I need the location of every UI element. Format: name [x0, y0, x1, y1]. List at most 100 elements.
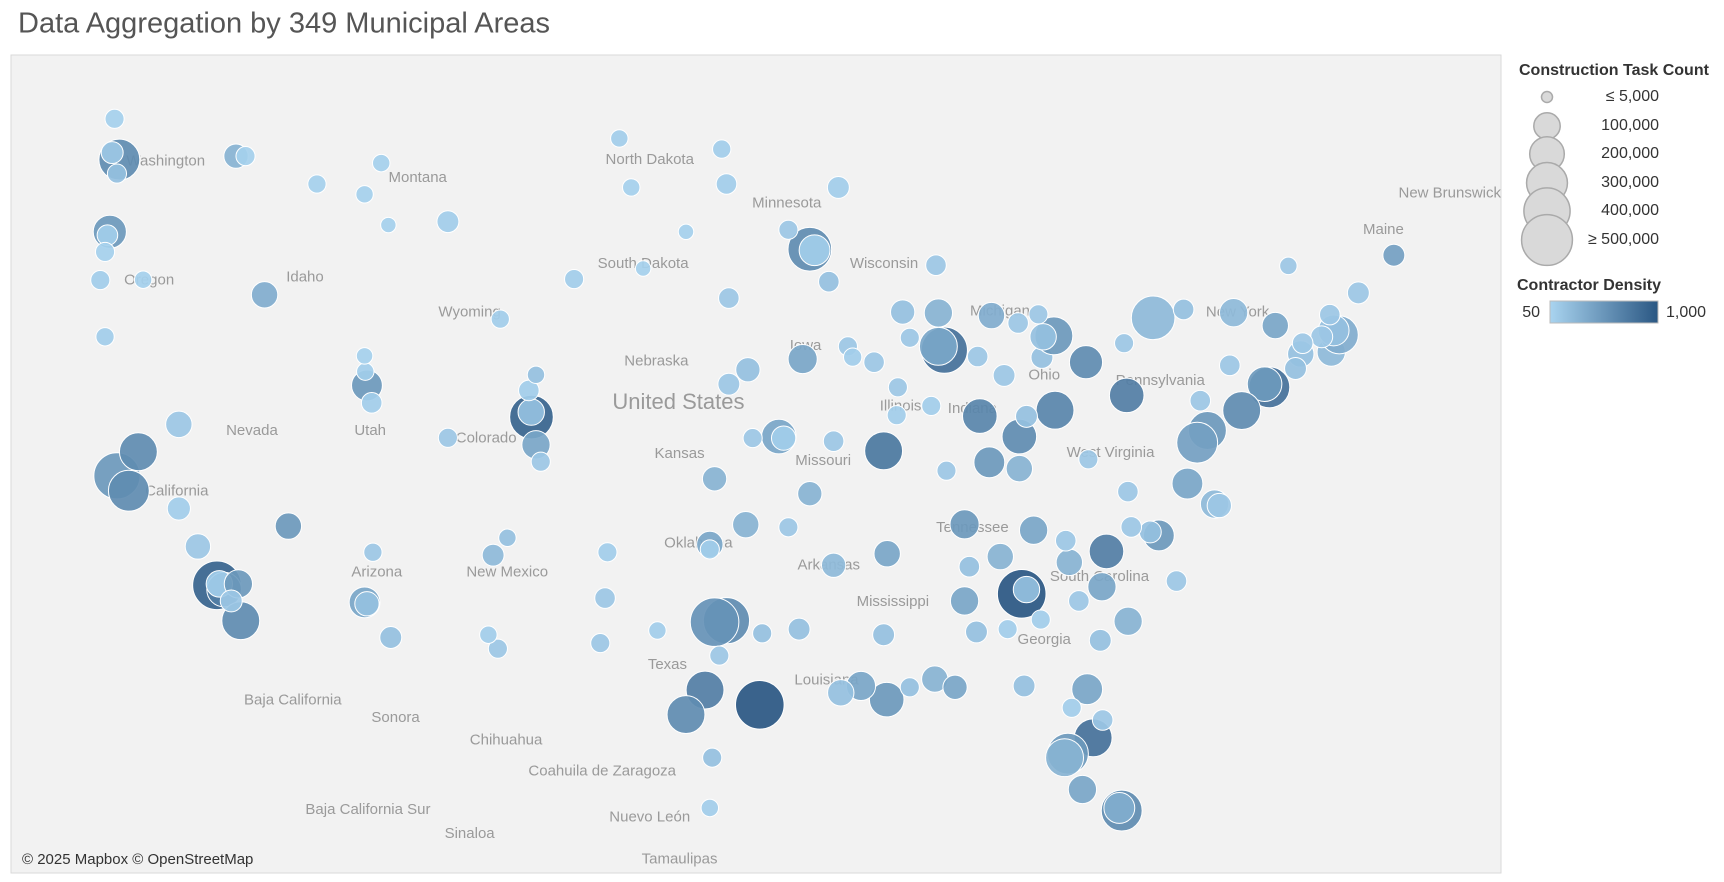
bubble — [868, 681, 905, 718]
bubble — [886, 405, 907, 426]
bubble — [517, 398, 545, 426]
bubble — [1087, 572, 1117, 602]
bubble — [923, 298, 954, 328]
bubble — [184, 533, 212, 560]
size-legend-circle — [1533, 112, 1561, 140]
bubble — [702, 747, 723, 768]
bubble — [899, 677, 920, 698]
size-legend-label: 300,000 — [1601, 174, 1659, 191]
bubble — [594, 587, 616, 609]
bubble — [1279, 256, 1298, 276]
bubble — [701, 466, 728, 492]
bubble — [997, 619, 1018, 640]
bubble — [732, 510, 760, 539]
bubble — [973, 446, 1006, 479]
map-label: Sinaloa — [445, 825, 496, 842]
bubble — [487, 638, 508, 659]
map-label: Wyoming — [438, 304, 500, 321]
bubble — [778, 219, 799, 240]
bubble — [787, 617, 811, 641]
bubble — [355, 347, 374, 365]
bubble — [1071, 673, 1104, 706]
size-legend-circle — [1540, 90, 1554, 104]
map-label: Chihuahua — [470, 731, 543, 748]
bubble — [1310, 325, 1334, 349]
bubble — [1284, 357, 1307, 380]
bubble — [977, 301, 1006, 330]
bubble — [899, 327, 920, 348]
map-background — [10, 54, 1502, 874]
bubble — [530, 451, 551, 472]
bubble — [354, 591, 380, 617]
bubble — [1319, 303, 1341, 326]
bubble — [1067, 774, 1098, 805]
size-legend-label: ≤ 5,000 — [1606, 88, 1659, 105]
bubble — [715, 173, 738, 195]
bubble — [90, 270, 111, 291]
bubble — [380, 216, 397, 234]
bubble — [1054, 529, 1077, 552]
bubble — [1007, 312, 1029, 334]
bubble — [360, 392, 383, 414]
bubble — [1012, 674, 1036, 698]
bubble — [1176, 421, 1219, 464]
bubble — [735, 357, 761, 383]
map-label: Georgia — [1018, 631, 1072, 648]
bubble — [742, 428, 763, 449]
bubble — [95, 327, 115, 347]
size-legend-title: Construction Task Count — [1519, 62, 1710, 79]
bubble — [818, 270, 840, 293]
bubble — [597, 542, 618, 563]
map-label: Utah — [354, 422, 386, 439]
bubble — [498, 528, 517, 547]
bubble — [1117, 480, 1139, 503]
size-legend-label: 400,000 — [1601, 202, 1659, 219]
bubble — [700, 798, 720, 818]
bubble — [250, 281, 279, 309]
bubble — [826, 175, 850, 199]
bubble — [798, 234, 831, 267]
bubble — [1219, 354, 1241, 377]
bubble — [689, 597, 740, 647]
map-label: Baja California Sur — [305, 801, 430, 818]
bubble — [1035, 390, 1075, 430]
bubble — [827, 679, 855, 707]
bubble — [1189, 389, 1212, 412]
bubble — [820, 552, 847, 578]
bubble — [436, 210, 460, 234]
bubble — [219, 589, 243, 613]
size-legend-label: ≥ 500,000 — [1588, 231, 1659, 248]
bubble — [1005, 454, 1034, 483]
bubble — [677, 223, 695, 241]
size-legend-label: 100,000 — [1601, 117, 1659, 134]
bubble — [479, 625, 498, 644]
bubble — [1091, 709, 1114, 731]
map-label: Kansas — [655, 445, 705, 462]
bubble — [949, 586, 980, 616]
map-label: Missouri — [795, 452, 851, 469]
bubble — [1346, 281, 1370, 305]
color-legend-label: 50 — [1522, 304, 1540, 321]
bubble — [165, 410, 193, 439]
map-label: Colorado — [456, 430, 517, 447]
bubble — [307, 174, 327, 194]
bubble — [1088, 533, 1125, 570]
bubble — [610, 129, 629, 148]
bubble — [921, 395, 942, 416]
bubble — [481, 543, 505, 567]
bubble — [490, 309, 510, 329]
bubble — [843, 347, 863, 367]
color-ramp — [1549, 300, 1659, 324]
bubble — [936, 460, 957, 481]
map-label: Sonora — [371, 709, 420, 726]
bubble — [887, 377, 908, 398]
map-label: North Dakota — [606, 151, 695, 168]
map-label: Nebraska — [624, 352, 689, 369]
bubble — [355, 185, 374, 204]
bubble — [872, 623, 896, 647]
bubble — [274, 512, 303, 540]
bubble — [590, 633, 611, 654]
bubble — [372, 153, 391, 173]
